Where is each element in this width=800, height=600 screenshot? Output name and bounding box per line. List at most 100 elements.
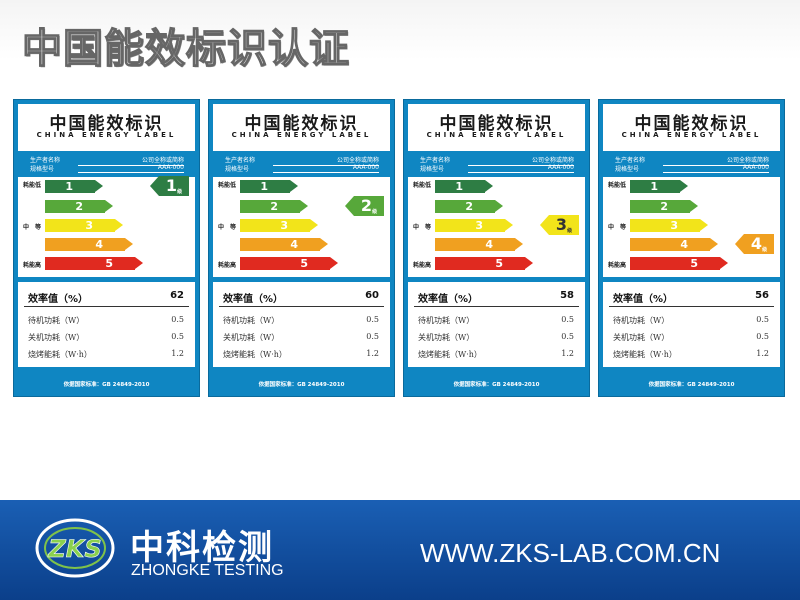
- off-value: 0.5: [366, 332, 379, 341]
- energy-labels-row: 中国能效标识 CHINA ENERGY LABEL 生产者名称 公司全称或简称 规格型号…: [13, 99, 785, 397]
- energy-bar: 4: [435, 238, 523, 251]
- energy-bar: 2: [630, 200, 698, 213]
- scale-side-label: 耗能高: [23, 262, 42, 269]
- bake-key: 烧烤能耗（W·h）: [28, 350, 92, 359]
- label-cn-title: 中国能效标识: [439, 114, 554, 134]
- scale-side-label: 耗能高: [413, 262, 432, 269]
- energy-label: 中国能效标识 CHINA ENERGY LABEL 生产者名称 公司全称或简称规格型号…: [403, 99, 590, 397]
- bake-row: 烧烤能耗（W·h） 1.2: [613, 349, 773, 360]
- energy-label: 中国能效标识 CHINA ENERGY LABEL 生产者名称 公司全称或简称 规格型号…: [598, 99, 785, 397]
- efficiency-row: 效率值（%） 60: [223, 290, 383, 305]
- scale-side-label: 耗能低: [413, 182, 432, 189]
- brand-name-en: ZHONGKE TESTING: [131, 562, 284, 579]
- label-en-title: CHINA ENERGY LABEL: [621, 131, 762, 139]
- grade-suffix: 级: [762, 247, 768, 253]
- standard-reference: 依据国家标准：GB 24849-2010: [258, 382, 345, 388]
- energy-bar: 4: [45, 238, 133, 251]
- bake-row: 烧烤能耗（W·h） 1.2: [28, 349, 188, 360]
- off-key: 关机功耗（W）: [28, 333, 85, 342]
- energy-bar: 5: [45, 257, 143, 270]
- scale-side-label: 耗能高: [608, 262, 627, 269]
- energy-bar: 3: [45, 219, 123, 232]
- bake-value: 1.2: [756, 349, 769, 358]
- energy-bar: 3: [630, 219, 708, 232]
- grade-level: 3: [555, 215, 568, 234]
- label-data-table: 效率值（%） 62 待机功耗（W） 0.5 关机功耗（W） 0.5 烧烤能耗（W·h） 1.2: [18, 282, 195, 367]
- off-row: 关机功耗（W） 0.5: [28, 332, 188, 343]
- website-link[interactable]: WWW.ZKS-LAB.COM.CN: [420, 538, 721, 568]
- energy-bar: 2: [435, 200, 503, 213]
- energy-bar: 5: [630, 257, 728, 270]
- standby-key: 待机功耗（W）: [613, 316, 670, 325]
- standby-key: 待机功耗（W）: [418, 316, 475, 325]
- off-key: 关机功耗（W）: [223, 333, 280, 342]
- efficiency-row: 效率值（%） 58: [418, 290, 578, 305]
- label-en-title: CHINA ENERGY LABEL: [36, 131, 177, 139]
- standard-reference: 依据国家标准：GB 24849-2010: [453, 382, 540, 388]
- standby-row: 待机功耗（W） 0.5: [28, 315, 188, 326]
- off-row: 关机功耗（W） 0.5: [223, 332, 383, 343]
- energy-bar: 4: [630, 238, 718, 251]
- scale-side-label: 耗能高: [218, 262, 237, 269]
- bake-row: 烧烤能耗（W·h） 1.2: [418, 349, 578, 360]
- producer-key: 生产者名称: [420, 157, 451, 164]
- energy-bar: 1: [240, 180, 298, 193]
- bake-value: 1.2: [171, 349, 184, 358]
- grade-indicator: 2级: [345, 196, 384, 216]
- efficiency-value: 62: [170, 290, 184, 301]
- bake-key: 烧烤能耗（W·h）: [223, 350, 287, 359]
- energy-bar: 2: [45, 200, 113, 213]
- producer-key: 生产者名称: [30, 157, 61, 164]
- efficiency-value: 60: [365, 290, 379, 301]
- producer-value: 公司全称或简称: [468, 155, 574, 166]
- off-value: 0.5: [561, 332, 574, 341]
- energy-bar: 4: [240, 238, 328, 251]
- data-divider: [609, 306, 774, 307]
- label-data-table: 效率值（%） 60 待机功耗（W） 0.5 关机功耗（W） 0.5 烧烤能耗（W·h） 1.2: [213, 282, 390, 367]
- efficiency-value: 58: [560, 290, 574, 301]
- bake-key: 烧烤能耗（W·h）: [613, 350, 677, 359]
- grade-indicator: 1级: [150, 176, 189, 196]
- scale-side-label: 耗能低: [23, 182, 42, 189]
- efficiency-key: 效率值（%）: [223, 294, 284, 305]
- standby-value: 0.5: [561, 315, 574, 324]
- scale-side-label: 中 等: [218, 224, 237, 231]
- model-value: AAA-000: [468, 164, 574, 173]
- efficiency-key: 效率值（%）: [28, 294, 89, 305]
- grade-level: 1: [165, 176, 178, 195]
- efficiency-key: 效率值（%）: [418, 294, 479, 305]
- label-cn-title: 中国能效标识: [49, 114, 164, 134]
- energy-bar: 1: [435, 180, 493, 193]
- scale-side-label: 耗能低: [218, 182, 237, 189]
- energy-bar: 2: [240, 200, 308, 213]
- efficiency-row: 效率值（%） 56: [613, 290, 773, 305]
- standby-row: 待机功耗（W） 0.5: [223, 315, 383, 326]
- grade-suffix: 级: [372, 209, 378, 215]
- standard-reference: 依据国家标准：GB 24849-2010: [648, 382, 735, 388]
- grade-indicator: 3级: [540, 215, 579, 235]
- label-header: 中国能效标识 CHINA ENERGY LABEL: [408, 104, 585, 151]
- data-divider: [414, 306, 579, 307]
- label-cn-title: 中国能效标识: [634, 114, 749, 134]
- model-key: 规格型号: [420, 166, 445, 173]
- bake-key: 烧烤能耗（W·h）: [418, 350, 482, 359]
- standby-row: 待机功耗（W） 0.5: [418, 315, 578, 326]
- grade-level: 4: [750, 234, 763, 253]
- model-key: 规格型号: [225, 166, 250, 173]
- efficiency-key: 效率值（%）: [613, 294, 674, 305]
- scale-side-label: 中 等: [23, 224, 42, 231]
- off-row: 关机功耗（W） 0.5: [613, 332, 773, 343]
- data-divider: [219, 306, 384, 307]
- label-en-title: CHINA ENERGY LABEL: [231, 131, 372, 139]
- off-value: 0.5: [756, 332, 769, 341]
- label-data-table: 效率值（%） 56 待机功耗（W） 0.5 关机功耗（W） 0.5 烧烤能耗（W·h） 1.2: [603, 282, 780, 367]
- model-value: AAA-000: [273, 164, 379, 173]
- energy-scale: 耗能低中 等耗能高 1 2 3 4 5 3级: [408, 177, 585, 277]
- standby-key: 待机功耗（W）: [223, 316, 280, 325]
- bake-value: 1.2: [366, 349, 379, 358]
- standby-key: 待机功耗（W）: [28, 316, 85, 325]
- producer-value: 公司全称或简称: [663, 155, 769, 166]
- off-key: 关机功耗（W）: [613, 333, 670, 342]
- producer-key: 生产者名称: [615, 157, 646, 164]
- footer-banner: ZKS 中科检测 ZHONGKE TESTING WWW.ZKS-LAB.COM…: [0, 500, 800, 600]
